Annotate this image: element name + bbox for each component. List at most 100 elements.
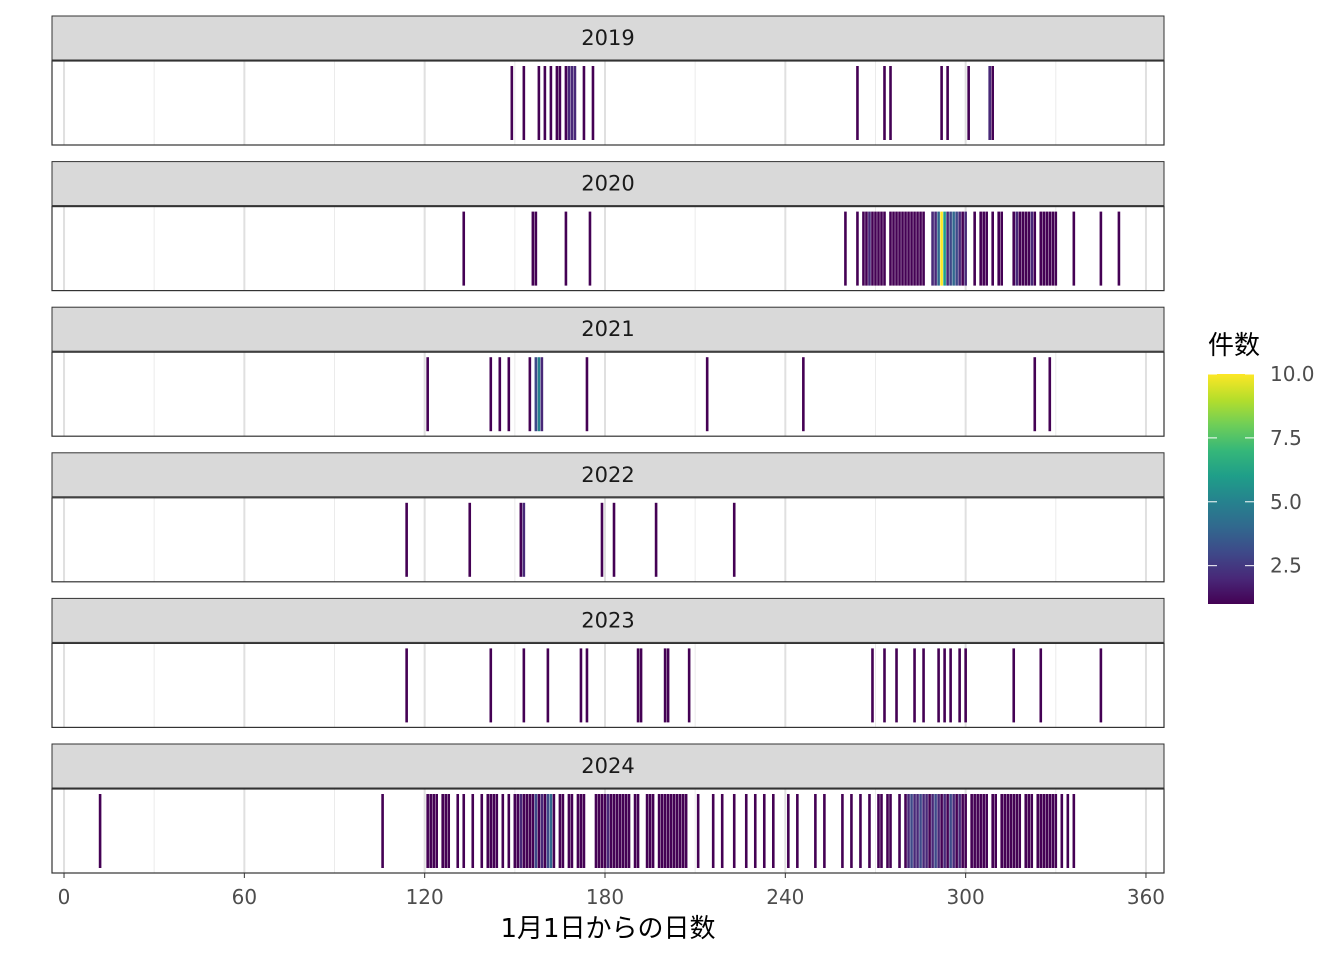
tile (916, 794, 919, 868)
tile (868, 794, 871, 868)
tile (895, 211, 898, 286)
tile (534, 357, 538, 432)
tile (1054, 794, 1058, 868)
tile (886, 794, 889, 868)
tile (1048, 357, 1052, 432)
tile (567, 66, 571, 140)
tile (910, 211, 913, 286)
tile (501, 794, 505, 868)
tile (561, 794, 565, 868)
tile (603, 794, 607, 868)
tile (534, 211, 538, 286)
panel-2022: 2022 (51, 452, 1165, 583)
tile (531, 211, 535, 286)
tile (940, 66, 943, 140)
tile (552, 794, 556, 868)
tile (1051, 211, 1055, 286)
tile (1015, 794, 1019, 868)
tile (609, 794, 613, 868)
tile (970, 794, 973, 868)
tile (943, 648, 946, 723)
tile (931, 211, 934, 286)
tile (1018, 794, 1022, 868)
tile (687, 648, 691, 723)
tile (856, 211, 859, 286)
tile (928, 794, 931, 868)
tile (570, 794, 574, 868)
tile (991, 794, 994, 868)
tile (489, 794, 493, 868)
tile (681, 794, 685, 868)
tile (1045, 211, 1049, 286)
tile (1099, 211, 1103, 286)
tile (958, 794, 961, 868)
tile (435, 794, 438, 868)
tile (988, 66, 991, 140)
tile (940, 211, 943, 286)
tile (528, 357, 532, 432)
tile (961, 794, 964, 868)
x-tick-label: 180 (586, 885, 624, 909)
tile (898, 794, 901, 868)
panel-background (52, 352, 1164, 437)
strip-label: 2020 (581, 172, 634, 196)
tile (612, 502, 616, 577)
tile (564, 66, 568, 140)
tile (952, 794, 955, 868)
legend-tick-label: 5.0 (1270, 490, 1302, 514)
tile (913, 794, 916, 868)
tile (651, 794, 655, 868)
strip-background (51, 161, 1165, 207)
x-axis-title: 1月1日からの日数 (500, 914, 715, 944)
tile (1024, 794, 1028, 868)
tile (537, 357, 541, 432)
panel-background (52, 643, 1164, 728)
tile (991, 66, 994, 140)
tile (880, 794, 883, 868)
tile (1012, 648, 1016, 723)
tile (907, 211, 910, 286)
tile (1006, 794, 1010, 868)
tile (973, 211, 976, 286)
tile (910, 794, 913, 868)
tile (955, 794, 958, 868)
tile (997, 211, 1001, 286)
tile (955, 211, 958, 286)
strip-background (51, 452, 1165, 498)
tile (522, 66, 526, 140)
tile (627, 794, 631, 868)
tile (892, 211, 895, 286)
tile (1045, 794, 1049, 868)
tile (621, 794, 625, 868)
tile (1000, 794, 1004, 868)
tile (1027, 211, 1031, 286)
panel-2019: 2019 (51, 15, 1165, 146)
tile (462, 794, 466, 868)
x-tick-label: 360 (1127, 885, 1165, 909)
tile (564, 211, 568, 286)
panel-2023: 2023 (51, 597, 1165, 729)
strip-background (51, 597, 1165, 643)
tile (705, 357, 709, 432)
tile (1039, 211, 1043, 286)
tile (426, 357, 429, 432)
tile (606, 794, 610, 868)
strip-label: 2023 (581, 608, 634, 632)
tile (958, 648, 961, 723)
tile (877, 794, 880, 868)
tile (582, 794, 586, 868)
tile (787, 794, 790, 868)
tile (796, 794, 799, 868)
tile (1018, 211, 1022, 286)
tile (889, 66, 892, 140)
tile (711, 794, 715, 868)
tile (856, 66, 859, 140)
tile (618, 794, 622, 868)
facet-panels: 2019 2020 2021 2022 2023 2024 (51, 15, 1165, 874)
tile (985, 794, 988, 868)
tile (1048, 794, 1052, 868)
tile (98, 794, 102, 868)
tile (615, 794, 619, 868)
tile (519, 502, 523, 577)
tile (558, 794, 562, 868)
